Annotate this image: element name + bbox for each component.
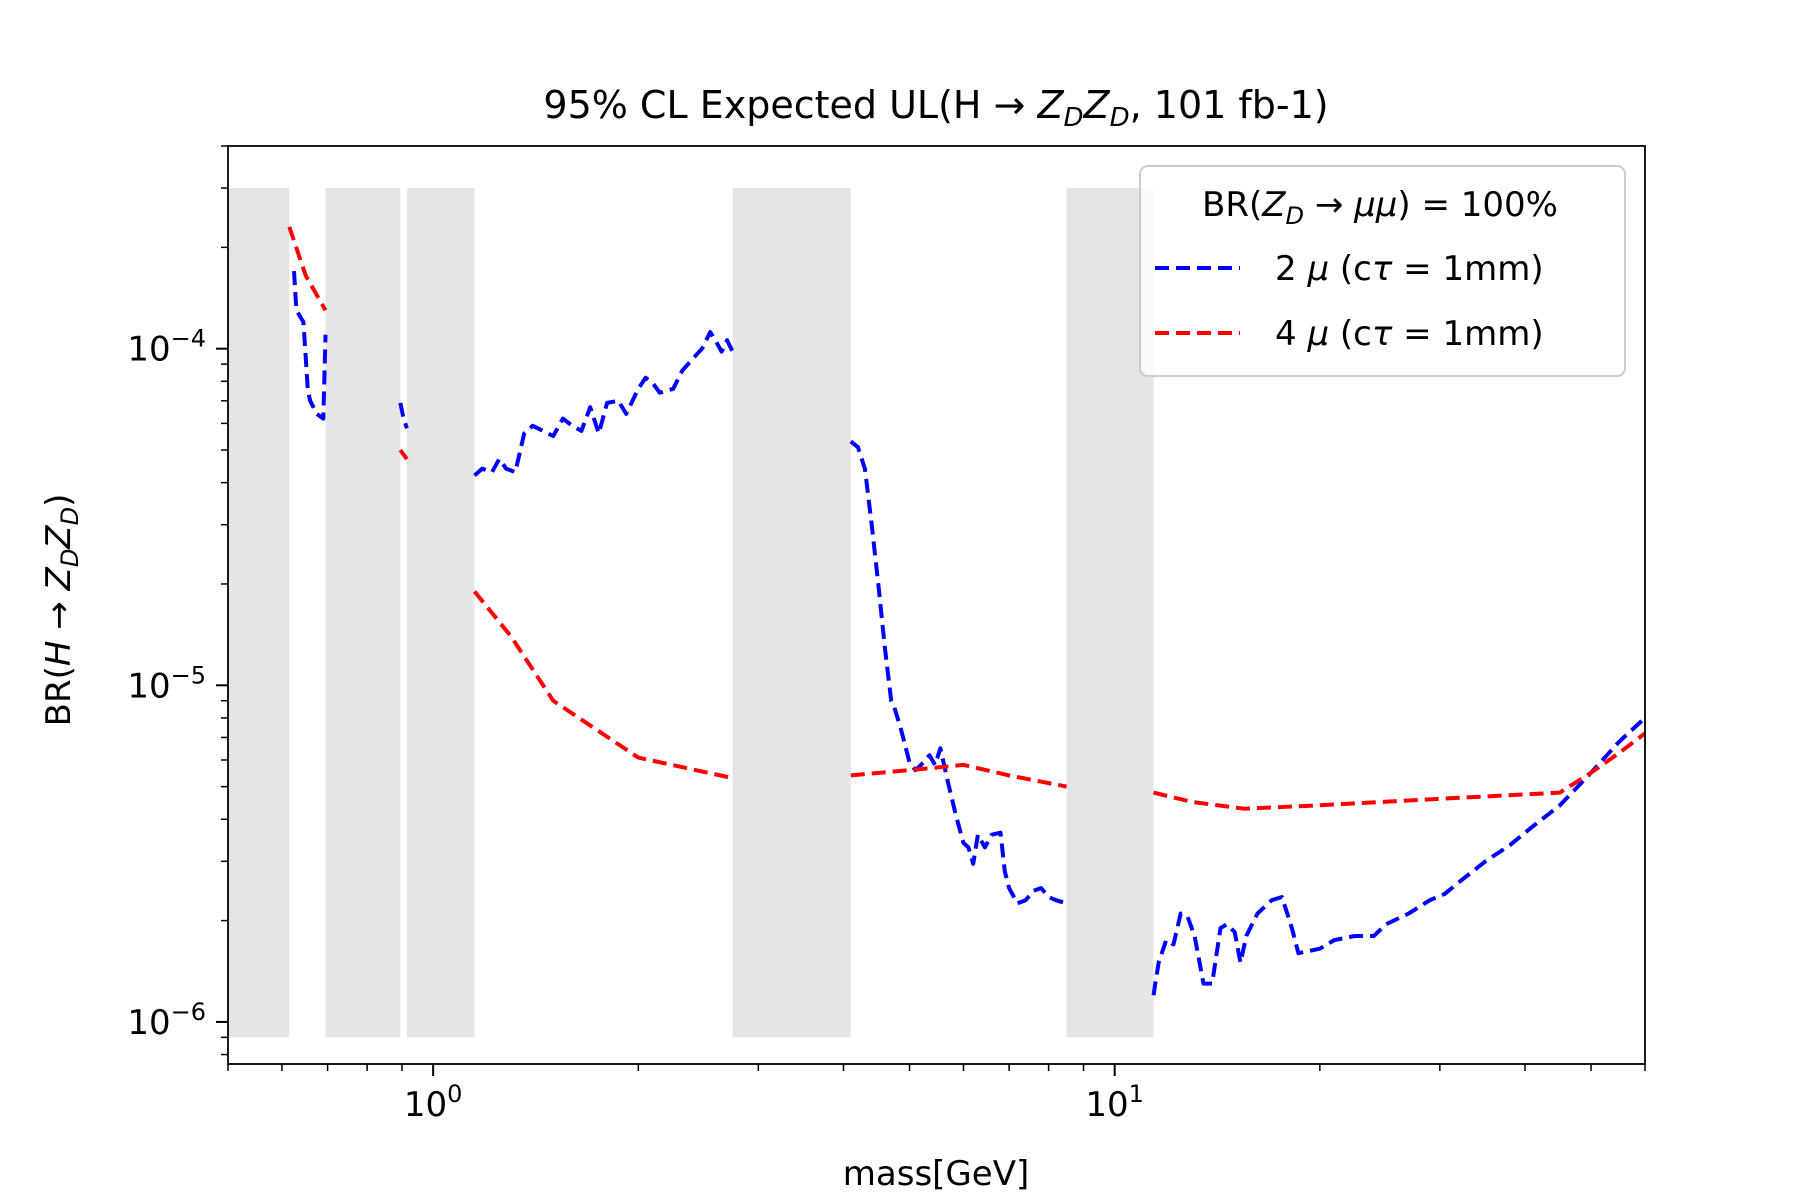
series-2mu-line-segment-4 bbox=[849, 439, 1068, 906]
series-2mu-line-segment-1 bbox=[292, 270, 328, 421]
y-axis-label: BR(H → ZDZD) bbox=[39, 494, 84, 727]
series-4mu bbox=[287, 226, 1647, 811]
excluded-band-5 bbox=[1066, 188, 1154, 1038]
y-tick-label: 10−5 bbox=[127, 661, 206, 706]
y-tick-label: 10−4 bbox=[127, 325, 206, 370]
series-4mu-line-segment-2 bbox=[398, 448, 409, 461]
y-tick-label: 10−6 bbox=[127, 998, 206, 1043]
excluded-bands bbox=[228, 188, 1154, 1038]
x-axis-ticks: 100 101 bbox=[227, 1064, 1646, 1125]
legend-box bbox=[1139, 165, 1626, 377]
series-4mu-line-segment-3 bbox=[472, 590, 734, 781]
series-layer bbox=[287, 226, 1647, 996]
legend-label-4mu: 4 μ (cτ = 1mm) bbox=[1275, 314, 1544, 354]
plot-frame bbox=[227, 145, 1646, 1065]
x-axis-label: mass[GeV] bbox=[843, 1154, 1029, 1194]
legend-label-2mu: 2 μ (cτ = 1mm) bbox=[1275, 249, 1544, 289]
excluded-band-1 bbox=[228, 188, 290, 1038]
chart-title: 95% CL Expected UL(H → ZDZD, 101 fb-1) bbox=[543, 83, 1328, 133]
series-4mu-line-segment-4 bbox=[850, 762, 1067, 789]
y-axis-ticks: 10−6 10−5 10−4 bbox=[127, 145, 228, 1056]
series-4mu-line-segment-1 bbox=[287, 226, 328, 312]
excluded-band-2 bbox=[325, 188, 401, 1038]
excluded-band-4 bbox=[732, 188, 851, 1038]
excluded-band-3 bbox=[406, 188, 475, 1038]
series-2mu-line-segment-3 bbox=[473, 330, 735, 477]
series-2mu-line-segment-2 bbox=[398, 402, 409, 429]
x-tick-label: 101 bbox=[1085, 1080, 1144, 1125]
legend: BR(ZD → μμ) = 100% 2 μ (cτ = 1mm) 4 μ (c… bbox=[1139, 165, 1626, 377]
series-2mu bbox=[292, 270, 1647, 996]
legend-title: BR(ZD → μμ) = 100% bbox=[1202, 185, 1558, 230]
series-2mu-line-segment-5 bbox=[1151, 716, 1647, 996]
x-tick-label: 100 bbox=[404, 1080, 463, 1125]
series-4mu-line-segment-5 bbox=[1153, 731, 1647, 811]
